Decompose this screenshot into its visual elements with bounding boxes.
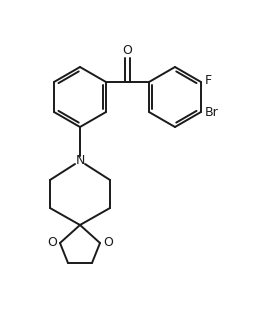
Text: F: F <box>205 73 212 87</box>
Text: Br: Br <box>205 106 219 119</box>
Text: O: O <box>103 237 113 249</box>
Text: O: O <box>47 237 57 249</box>
Text: N: N <box>75 153 85 167</box>
Text: O: O <box>123 44 132 57</box>
